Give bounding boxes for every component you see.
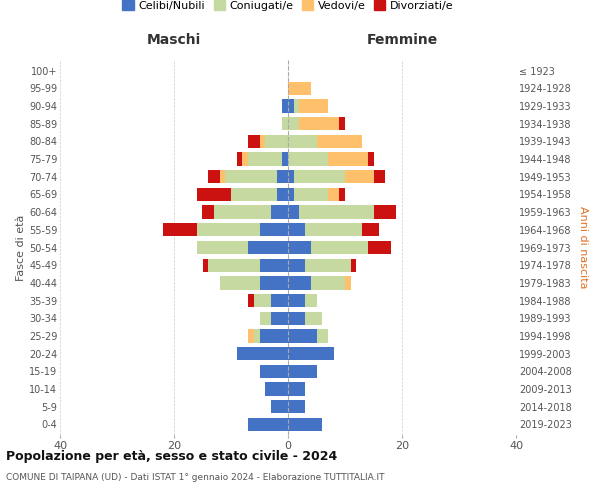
Bar <box>362 223 379 236</box>
Bar <box>220 170 226 183</box>
Bar <box>231 188 277 201</box>
Bar <box>254 294 271 307</box>
Bar <box>271 312 288 325</box>
Bar <box>345 276 350 289</box>
Bar <box>265 134 288 148</box>
Bar <box>288 418 322 431</box>
Bar <box>288 223 305 236</box>
Bar <box>311 241 368 254</box>
Bar <box>260 134 265 148</box>
Bar <box>368 241 391 254</box>
Bar <box>260 312 271 325</box>
Bar <box>288 152 328 166</box>
Bar <box>294 188 328 201</box>
Bar <box>197 241 248 254</box>
Bar <box>197 223 260 236</box>
Legend: Celibi/Nubili, Coniugati/e, Vedovi/e, Divorziati/e: Celibi/Nubili, Coniugati/e, Vedovi/e, Di… <box>120 0 456 13</box>
Bar <box>288 294 305 307</box>
Bar <box>288 364 317 378</box>
Bar <box>373 170 385 183</box>
Bar <box>299 117 340 130</box>
Bar <box>163 223 197 236</box>
Y-axis label: Fasce di età: Fasce di età <box>16 214 26 280</box>
Bar <box>288 382 305 396</box>
Bar <box>271 294 288 307</box>
Bar <box>350 258 356 272</box>
Bar <box>271 206 288 219</box>
Bar <box>260 364 288 378</box>
Bar <box>260 223 288 236</box>
Bar <box>345 170 373 183</box>
Bar <box>305 312 322 325</box>
Bar <box>305 294 317 307</box>
Bar <box>248 152 283 166</box>
Bar <box>288 347 334 360</box>
Text: Maschi: Maschi <box>147 34 201 48</box>
Bar <box>248 241 288 254</box>
Y-axis label: Anni di nascita: Anni di nascita <box>578 206 589 289</box>
Bar <box>277 170 288 183</box>
Bar <box>373 206 397 219</box>
Bar <box>260 330 288 342</box>
Bar <box>260 276 288 289</box>
Bar <box>294 100 299 112</box>
Bar <box>328 188 340 201</box>
Bar <box>277 188 288 201</box>
Bar <box>368 152 373 166</box>
Bar <box>248 294 254 307</box>
Bar <box>328 152 368 166</box>
Bar <box>288 100 294 112</box>
Bar <box>242 152 248 166</box>
Bar <box>294 170 345 183</box>
Text: Popolazione per età, sesso e stato civile - 2024: Popolazione per età, sesso e stato civil… <box>6 450 337 463</box>
Bar <box>248 418 288 431</box>
Bar <box>288 170 294 183</box>
Bar <box>220 276 260 289</box>
Bar <box>208 170 220 183</box>
Bar <box>288 134 317 148</box>
Bar <box>288 188 294 201</box>
Bar <box>254 330 260 342</box>
Text: COMUNE DI TAIPANA (UD) - Dati ISTAT 1° gennaio 2024 - Elaborazione TUTTITALIA.IT: COMUNE DI TAIPANA (UD) - Dati ISTAT 1° g… <box>6 472 385 482</box>
Text: Femmine: Femmine <box>367 34 437 48</box>
Bar <box>317 330 328 342</box>
Bar <box>288 312 305 325</box>
Bar <box>288 258 305 272</box>
Bar <box>305 258 351 272</box>
Bar <box>283 152 288 166</box>
Bar <box>237 152 242 166</box>
Bar <box>288 241 311 254</box>
Bar <box>248 134 260 148</box>
Bar <box>283 100 288 112</box>
Bar <box>288 276 311 289</box>
Bar <box>226 170 277 183</box>
Bar <box>202 206 214 219</box>
Bar <box>265 382 288 396</box>
Bar <box>311 276 345 289</box>
Bar <box>288 82 311 95</box>
Bar <box>305 223 362 236</box>
Bar <box>299 206 373 219</box>
Bar <box>288 117 299 130</box>
Bar <box>208 258 260 272</box>
Bar <box>288 206 299 219</box>
Bar <box>317 134 362 148</box>
Bar <box>260 258 288 272</box>
Bar <box>283 117 288 130</box>
Bar <box>203 258 208 272</box>
Bar <box>340 188 345 201</box>
Bar <box>248 330 254 342</box>
Bar <box>288 400 305 413</box>
Bar <box>288 330 317 342</box>
Bar <box>340 117 345 130</box>
Bar <box>271 400 288 413</box>
Bar <box>214 206 271 219</box>
Bar <box>236 347 288 360</box>
Bar <box>197 188 231 201</box>
Bar <box>299 100 328 112</box>
